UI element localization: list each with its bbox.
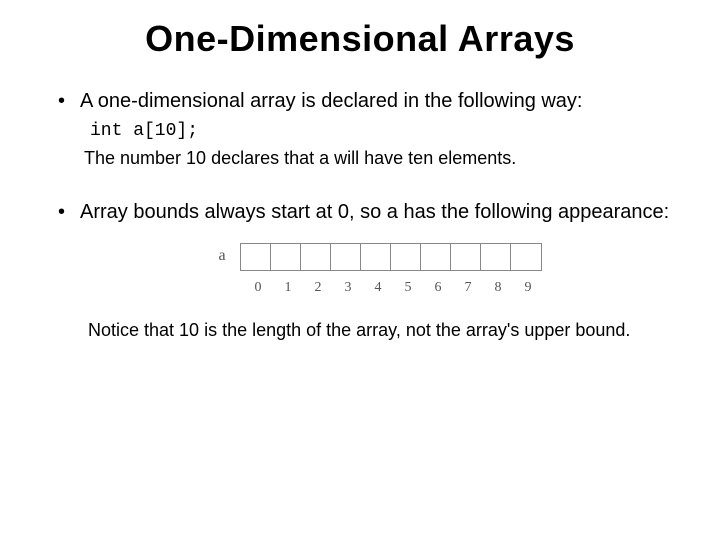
- bullet-2-text: Array bounds always start at 0, so a has…: [80, 201, 669, 223]
- array-cell: [301, 244, 331, 270]
- array-cell: [241, 244, 271, 270]
- bullet-1-sub: The number 10 declares that a will have …: [84, 147, 680, 170]
- code-declaration: int a[10];: [90, 120, 680, 143]
- array-index: 7: [453, 279, 483, 297]
- notice-text: Notice that 10 is the length of the arra…: [88, 319, 680, 342]
- array-index: 2: [303, 279, 333, 297]
- array-cell: [391, 244, 421, 270]
- slide-title: One-Dimensional Arrays: [40, 18, 680, 60]
- array-index: 4: [363, 279, 393, 297]
- array-diagram: a: [80, 243, 680, 297]
- array-cell: [421, 244, 451, 270]
- array-index: 3: [333, 279, 363, 297]
- array-label: a: [218, 246, 225, 267]
- array-cell: [481, 244, 511, 270]
- bullet-1: A one-dimensional array is declared in t…: [58, 88, 680, 171]
- array-cell: [361, 244, 391, 270]
- array-index: 0: [243, 279, 273, 297]
- array-index: 9: [513, 279, 543, 297]
- index-row: 0 1 2 3 4 5 6 7 8 9: [243, 279, 543, 297]
- array-cell: [451, 244, 481, 270]
- bullet-2: Array bounds always start at 0, so a has…: [58, 199, 680, 343]
- array-cell: [271, 244, 301, 270]
- array-cells: [240, 243, 542, 271]
- array-cell: [511, 244, 541, 270]
- array-cell: [331, 244, 361, 270]
- array-index: 1: [273, 279, 303, 297]
- bullet-list: A one-dimensional array is declared in t…: [40, 88, 680, 342]
- bullet-1-text: A one-dimensional array is declared in t…: [80, 90, 583, 112]
- array-index: 6: [423, 279, 453, 297]
- array-index: 8: [483, 279, 513, 297]
- array-index: 5: [393, 279, 423, 297]
